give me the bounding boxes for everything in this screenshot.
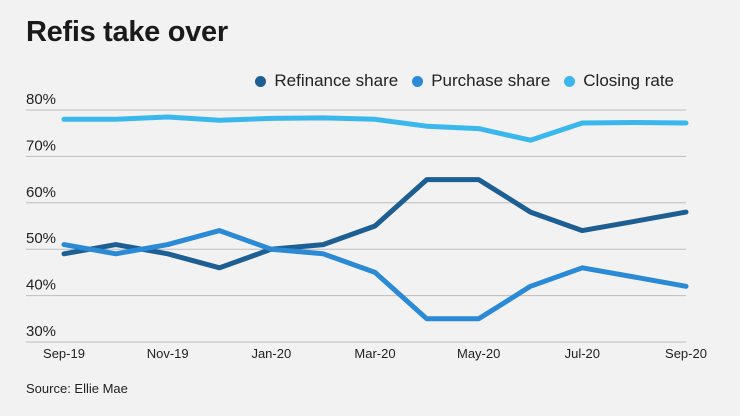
legend-label-closing-rate: Closing rate xyxy=(583,71,674,90)
y-tick-label: 80% xyxy=(26,91,56,108)
chart-gridlines xyxy=(26,109,686,343)
series-line-refinance-share xyxy=(61,177,689,271)
legend-dot-refinance xyxy=(255,75,267,87)
x-tick-label: May-20 xyxy=(457,346,500,361)
legend-label-purchase: Purchase share xyxy=(431,71,551,90)
x-tick-label: Mar-20 xyxy=(354,346,395,361)
chart-legend: Refinance share Purchase share Closing r… xyxy=(255,71,674,91)
chart-title: Refis take over xyxy=(26,16,228,48)
legend-dot-purchase xyxy=(412,75,424,87)
y-axis-labels: 30% 40% 50% 60% 70% 80% xyxy=(26,91,56,340)
y-tick-label: 30% xyxy=(26,323,56,340)
x-axis-labels: Sep-19 Nov-19 Jan-20 Mar-20 May-20 Jul-20 Sep-… xyxy=(43,346,707,361)
series-line-closing-rate xyxy=(61,114,689,143)
legend-dot-closing-rate xyxy=(564,75,576,87)
y-tick-label: 40% xyxy=(26,277,56,294)
x-tick-label: Jul-20 xyxy=(565,346,600,361)
legend-item-refinance: Refinance share xyxy=(255,71,398,91)
chart-series-lines xyxy=(61,114,689,322)
y-tick-label: 60% xyxy=(26,184,56,201)
legend-item-closing-rate: Closing rate xyxy=(564,71,674,91)
legend-label-refinance: Refinance share xyxy=(274,71,399,90)
y-tick-label: 70% xyxy=(26,137,56,154)
x-tick-label: Sep-19 xyxy=(43,346,85,361)
x-tick-label: Sep-20 xyxy=(665,346,707,361)
x-tick-label: Jan-20 xyxy=(251,346,291,361)
legend-item-purchase: Purchase share xyxy=(412,71,550,91)
y-tick-label: 50% xyxy=(26,230,56,247)
source-note: Source: Ellie Mae xyxy=(26,381,128,396)
series-line-purchase-share xyxy=(61,228,689,322)
x-tick-label: Nov-19 xyxy=(147,346,189,361)
